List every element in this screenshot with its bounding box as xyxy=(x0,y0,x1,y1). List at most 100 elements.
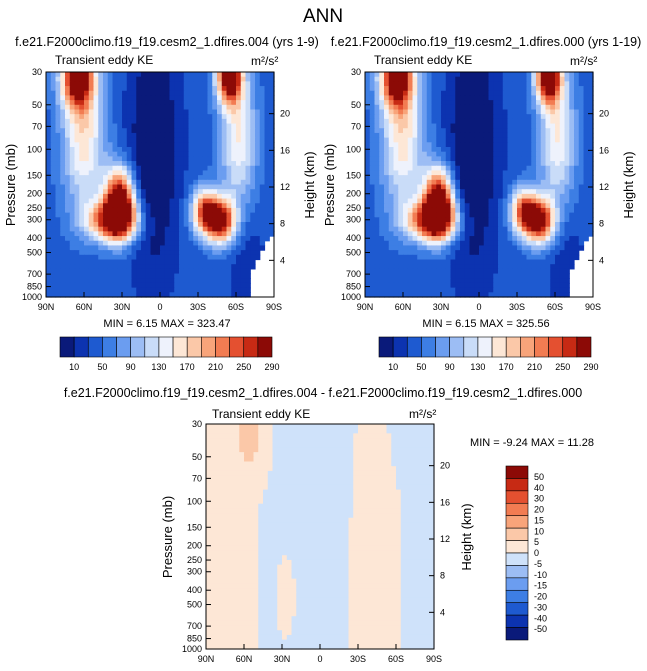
contour-cell xyxy=(301,452,307,458)
contour-cell xyxy=(183,137,190,143)
contour-cell xyxy=(264,76,270,82)
contour-cell xyxy=(545,189,551,195)
contour-cell xyxy=(79,100,85,106)
contour-cell xyxy=(221,104,228,111)
contour-cell xyxy=(412,236,418,242)
contour-cell xyxy=(69,151,76,157)
contour-cell xyxy=(150,207,156,214)
contour-cell xyxy=(169,128,175,134)
contour-cell xyxy=(483,282,490,289)
contour-cell xyxy=(174,273,180,279)
contour-cell xyxy=(69,292,76,298)
contour-cell xyxy=(198,245,204,251)
contour-cell xyxy=(84,282,90,289)
contour-cell xyxy=(526,114,532,120)
contour-cell xyxy=(264,132,270,139)
contour-cell xyxy=(188,250,194,256)
contour-cell xyxy=(417,273,423,279)
contour-cell xyxy=(379,268,385,275)
contour-cell xyxy=(502,165,509,172)
contour-cell xyxy=(545,231,551,237)
contour-cell xyxy=(488,147,494,153)
y-right-tick-label: 12 xyxy=(280,182,290,192)
contour-cell xyxy=(150,292,156,298)
contour-cell xyxy=(150,109,156,115)
contour-cell xyxy=(365,254,371,261)
contour-cell xyxy=(202,109,209,115)
contour-cell xyxy=(540,282,547,289)
contour-cell xyxy=(550,147,556,153)
contour-cell xyxy=(136,231,142,237)
contour-cell xyxy=(517,231,523,237)
contour-cell xyxy=(160,170,166,176)
contour-cell xyxy=(379,240,385,247)
contour-cell xyxy=(407,259,414,265)
contour-cell xyxy=(379,156,385,162)
contour-cell xyxy=(55,151,61,157)
contour-cell xyxy=(426,268,433,275)
contour-cell xyxy=(536,273,542,279)
contour-cell xyxy=(407,240,414,247)
contour-cell xyxy=(574,147,580,153)
contour-cell xyxy=(441,170,447,176)
contour-cell xyxy=(250,132,256,139)
contour-cell xyxy=(469,72,475,78)
contour-cell xyxy=(422,240,428,247)
contour-cell xyxy=(131,114,137,120)
contour-cell xyxy=(79,156,85,162)
contour-cell xyxy=(88,137,95,143)
contour-cell xyxy=(164,212,171,218)
contour-cell xyxy=(231,245,237,251)
contour-cell xyxy=(464,287,471,293)
contour-cell xyxy=(155,287,161,293)
contour-cell xyxy=(512,245,518,251)
contour-cell xyxy=(221,222,228,228)
contour-cell xyxy=(526,287,532,293)
contour-cell xyxy=(93,132,99,139)
contour-cell xyxy=(286,428,293,434)
contour-cell xyxy=(245,250,251,256)
contour-cell xyxy=(217,198,223,204)
contour-cell xyxy=(183,109,190,115)
contour-cell xyxy=(564,109,570,115)
panel-3-title: f.e21.F2000climo.f19_f19.cesm2_1.dfires.… xyxy=(64,386,582,400)
contour-cell xyxy=(259,170,266,176)
contour-cell xyxy=(193,198,199,204)
contour-cell xyxy=(374,81,380,87)
contour-cell xyxy=(207,90,213,97)
contour-cell xyxy=(426,189,433,195)
contour-cell xyxy=(588,156,594,162)
contour-cell xyxy=(412,189,418,195)
contour-cell xyxy=(569,198,575,204)
colorbar-swatch xyxy=(392,336,408,358)
contour-cell xyxy=(207,222,213,228)
contour-cell xyxy=(426,254,433,261)
contour-cell xyxy=(212,86,218,92)
contour-cell xyxy=(84,179,90,186)
contour-cell xyxy=(272,442,278,449)
contour-cell xyxy=(169,231,175,237)
contour-cell xyxy=(564,245,570,251)
contour-cell xyxy=(393,254,399,261)
contour-cell xyxy=(269,104,275,111)
contour-cell xyxy=(365,104,371,111)
contour-cell xyxy=(122,268,128,275)
contour-cell xyxy=(136,287,142,293)
contour-cell xyxy=(193,132,199,139)
contour-cell xyxy=(183,184,190,190)
contour-cell xyxy=(50,100,57,106)
contour-cell xyxy=(507,179,513,186)
contour-cell xyxy=(217,217,223,223)
contour-cell xyxy=(498,287,504,293)
contour-cell xyxy=(69,161,76,167)
contour-cell xyxy=(250,231,256,237)
contour-cell xyxy=(79,217,85,223)
contour-cell xyxy=(450,132,456,139)
contour-cell xyxy=(358,428,364,434)
contour-cell xyxy=(564,226,570,232)
contour-cell xyxy=(369,217,376,223)
contour-cell xyxy=(574,212,580,218)
contour-cell xyxy=(502,90,509,97)
contour-cell xyxy=(424,438,430,444)
contour-cell xyxy=(502,72,509,78)
